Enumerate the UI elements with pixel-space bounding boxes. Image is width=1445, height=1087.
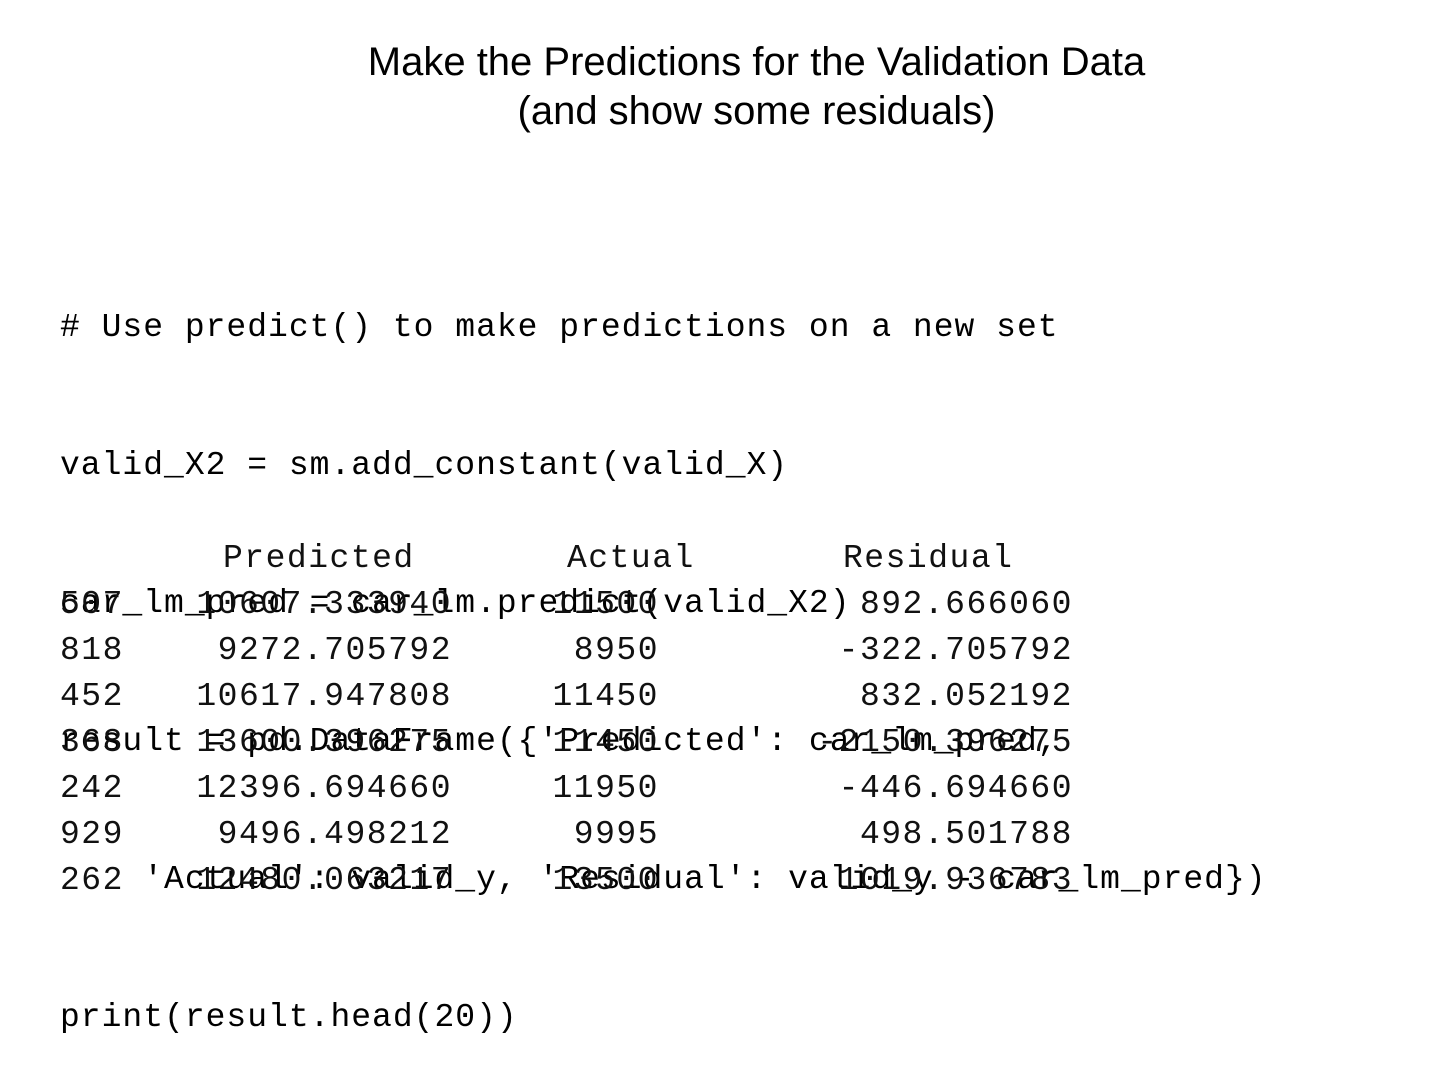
row-index: 452 — [60, 678, 124, 715]
result-table: Predicted Actual Residual 507 10607.3339… — [0, 536, 1445, 904]
predicted-value: 9496.498212 — [217, 816, 452, 853]
row-index: 929 — [60, 816, 124, 853]
residual-value: 892.666060 — [859, 586, 1073, 623]
header-residual: Residual — [843, 540, 1014, 577]
code-line: valid_X2 = sm.add_constant(valid_X) — [60, 447, 789, 484]
row-index: 242 — [60, 770, 124, 807]
table-row: 818 9272.705792 8950 -322.705792 — [0, 628, 1445, 674]
table-row: 242 12396.694660 11950 -446.694660 — [0, 766, 1445, 812]
code-line: result = pd.DataFrame({'Predicted': car_… — [60, 723, 1059, 760]
title-line-1: Make the Predictions for the Validation … — [367, 40, 1146, 84]
residual-value: 498.501788 — [859, 816, 1073, 853]
actual-value: 9995 — [573, 816, 659, 853]
table-header-row: Predicted Actual Residual — [0, 536, 1445, 582]
actual-value: 8950 — [573, 632, 659, 669]
residual-value: -446.694660 — [838, 770, 1073, 807]
actual-value: 11450 — [552, 678, 659, 715]
predicted-value: 10617.947808 — [196, 678, 452, 715]
residual-value: -322.705792 — [838, 632, 1073, 669]
row-index: 368 — [60, 724, 124, 761]
predicted-value: 12480.063217 — [196, 862, 452, 899]
code-line: car_lm_pred = car_lm.predict(valid_X2) — [60, 585, 851, 622]
header-actual: Actual — [567, 540, 695, 577]
table-row: 452 10617.947808 11450 832.052192 — [0, 674, 1445, 720]
actual-value: 11500 — [552, 586, 659, 623]
residual-value: -2150.396275 — [817, 724, 1073, 761]
code-line: 'Actual': valid_y, 'Residual': valid_y -… — [60, 861, 1267, 898]
row-index: 818 — [60, 632, 124, 669]
row-index: 262 — [60, 862, 124, 899]
slide-title: Make the Predictions for the Validation … — [0, 38, 1445, 136]
table-row: 262 12480.063217 13500 1019.936783 — [0, 858, 1445, 904]
actual-value: 13500 — [552, 862, 659, 899]
residual-value: 832.052192 — [859, 678, 1073, 715]
table-row: 368 13600.396275 11450 -2150.396275 — [0, 720, 1445, 766]
row-index: 507 — [60, 586, 124, 623]
table-row: 507 10607.333940 11500 892.666060 — [0, 582, 1445, 628]
title-line-2: (and show some residuals) — [517, 89, 996, 133]
residual-value: 1019.936783 — [838, 862, 1073, 899]
actual-value: 11950 — [552, 770, 659, 807]
predicted-value: 13600.396275 — [196, 724, 452, 761]
predicted-value: 9272.705792 — [217, 632, 452, 669]
predicted-value: 12396.694660 — [196, 770, 452, 807]
code-line: print(result.head(20)) — [60, 999, 518, 1036]
header-predicted: Predicted — [223, 540, 415, 577]
predicted-value: 10607.333940 — [196, 586, 452, 623]
actual-value: 11450 — [552, 724, 659, 761]
code-line: # Use predict() to make predictions on a… — [60, 309, 1059, 346]
table-row: 929 9496.498212 9995 498.501788 — [0, 812, 1445, 858]
